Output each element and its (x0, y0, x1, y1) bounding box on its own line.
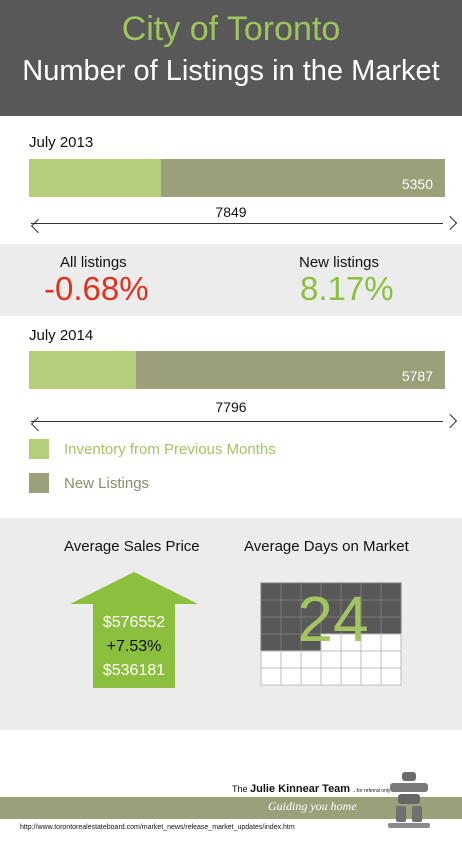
footer-band (0, 797, 462, 819)
total-span-2014 (29, 410, 458, 434)
total-value-2013: 7849 (0, 204, 462, 220)
legend-swatch-inventory (29, 439, 49, 459)
price-change: +7.53% (106, 638, 162, 655)
calendar-day (380, 667, 402, 686)
arrow-right-icon (443, 413, 458, 429)
calendar-icon (260, 582, 402, 686)
page-subtitle: Number of Listings in the Market (22, 55, 440, 87)
listings-bar-2013: 5350 (29, 159, 445, 197)
legend-swatch-new (29, 473, 49, 493)
all-listings-label: All listings (60, 254, 127, 271)
change-band: All listings -0.68% New listings 8.17% (0, 244, 462, 316)
calendar-day (260, 667, 282, 686)
arrow-left-icon (31, 218, 46, 234)
legend-label-new: New Listings (64, 475, 150, 492)
span-line (31, 223, 443, 224)
new-listings-value-2014: 5787 (401, 368, 433, 384)
days-on-market-value: 24 (297, 583, 369, 655)
page-title: City of Toronto (121, 10, 341, 48)
tagline: Guiding you home (268, 799, 357, 813)
price-previous: $536181 (102, 662, 166, 679)
price-current: $576552 (102, 614, 166, 631)
calendar-day (360, 667, 382, 686)
new-listings-value-2013: 5350 (401, 176, 433, 192)
total-value-2014: 7796 (0, 399, 462, 415)
arrow-left-icon (31, 416, 46, 432)
team-prefix: The (232, 784, 248, 794)
legend-label-inventory: Inventory from Previous Months (64, 441, 276, 458)
calendar-day (300, 667, 322, 686)
total-value-text-2013: 7849 (209, 204, 253, 220)
period-label-2013: July 2013 (29, 134, 94, 151)
price-title: Average Sales Price (64, 538, 200, 555)
inukshuk-logo-icon (388, 772, 430, 828)
team-name: The Julie Kinnear Team ...for referral o… (232, 783, 395, 795)
up-arrow-icon (70, 572, 198, 688)
new-listings-change: 8.17% (300, 270, 394, 307)
calendar-day (340, 667, 362, 686)
calendar-day (320, 667, 342, 686)
source-url: http://www.torontorealestateboard.com/ma… (20, 824, 295, 831)
new-listings-label: New listings (299, 254, 380, 271)
team-name-text: Julie Kinnear Team (250, 783, 351, 795)
stats-band: Average Sales Price Average Days on Mark… (0, 518, 462, 730)
calendar-day (280, 667, 302, 686)
header-banner: City of Toronto Number of Listings in th… (0, 0, 462, 116)
span-line (31, 421, 443, 422)
total-span-2013 (29, 212, 458, 236)
all-listings-change: -0.68% (44, 270, 149, 307)
period-label-2014: July 2014 (29, 327, 94, 344)
inventory-bar-segment-2013 (29, 159, 162, 197)
team-suffix: ...for referral only™ (352, 788, 396, 794)
listings-bar-2014: 5787 (29, 351, 445, 389)
inventory-bar-segment-2014 (29, 351, 137, 389)
total-value-text-2014: 7796 (209, 399, 253, 415)
days-title: Average Days on Market (244, 538, 409, 555)
